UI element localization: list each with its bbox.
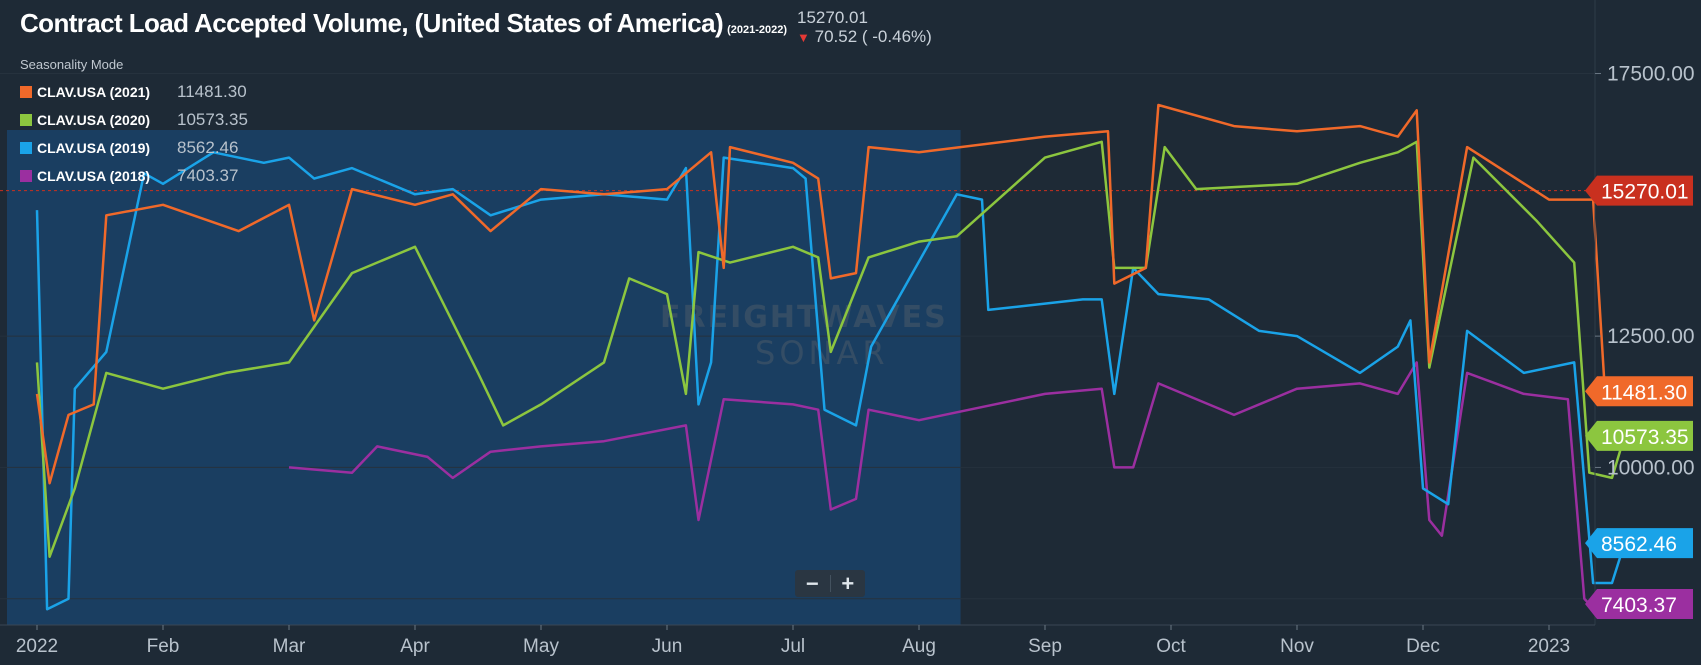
x-tick-label: May <box>523 636 559 657</box>
current-value-label: 15270.01 <box>1585 175 1693 206</box>
end-label-2018-text: 7403.37 <box>1601 594 1677 617</box>
end-label-2020-text: 10573.35 <box>1601 426 1689 449</box>
end-label-2020-bg <box>1585 420 1693 451</box>
zoom-out-button[interactable]: − <box>805 570 819 596</box>
series-line-2019[interactable] <box>35 151 1626 611</box>
legend-name: CLAV.USA (2018) <box>37 168 151 184</box>
legend: CLAV.USA (2021) 11481.30 CLAV.USA (2020)… <box>20 78 248 190</box>
years-range: (2021-2022) <box>727 24 788 36</box>
x-tick-label: Mar <box>273 636 306 657</box>
end-label-2020: 10573.35 <box>1585 420 1693 451</box>
last-value: 15270.01 <box>797 8 868 27</box>
x-tick-label: Nov <box>1280 636 1314 657</box>
end-label-2018: 7403.37 <box>1585 588 1693 619</box>
y-tick-label: 12500.00 <box>1607 325 1695 348</box>
zoom-controls: − + <box>795 570 865 597</box>
legend-item-2019[interactable]: CLAV.USA (2019) 8562.46 <box>20 134 248 162</box>
end-label-2021: 11481.30 <box>1585 376 1693 407</box>
down-arrow-icon: ▼ <box>797 30 810 45</box>
y-tick-label: 17500.00 <box>1607 63 1695 86</box>
x-tick-label: Dec <box>1406 636 1440 657</box>
x-tick-label: Jul <box>781 636 805 657</box>
end-label-2019-bg <box>1585 528 1693 559</box>
grid <box>0 73 1595 600</box>
chart-header: Contract Load Accepted Volume, (United S… <box>20 8 932 47</box>
x-tick-label: Feb <box>147 636 180 657</box>
legend-swatch-2020 <box>20 114 32 126</box>
series-line-2021[interactable] <box>35 103 1626 485</box>
x-tick-label: Jun <box>652 636 683 657</box>
x-tick-label: Oct <box>1156 636 1186 657</box>
seasonality-mode-label: Seasonality Mode <box>20 57 124 72</box>
change-text: 70.52 ( -0.46%) <box>814 27 932 46</box>
end-label-2018-bg <box>1585 588 1693 619</box>
legend-swatch-2019 <box>20 142 32 154</box>
last-value-block: 15270.01 ▼ 70.52 ( -0.46%) <box>797 8 932 47</box>
end-label-2019-text: 8562.46 <box>1601 533 1677 556</box>
zoom-in-button[interactable]: + <box>841 570 855 596</box>
legend-item-2018[interactable]: CLAV.USA (2018) 7403.37 <box>20 162 248 190</box>
end-label-2021-bg <box>1585 376 1693 407</box>
zoom-divider <box>829 575 831 592</box>
legend-item-2020[interactable]: CLAV.USA (2020) 10573.35 <box>20 106 248 134</box>
x-tick-label: 2023 <box>1528 636 1570 657</box>
watermark-freightwaves: FREIGHTWAVES <box>660 300 948 335</box>
legend-name: CLAV.USA (2021) <box>37 84 151 100</box>
chart-title: Contract Load Accepted Volume, (United S… <box>20 8 724 38</box>
y-tick-label: 10000.00 <box>1607 456 1695 479</box>
legend-name: CLAV.USA (2020) <box>37 112 151 128</box>
legend-swatch-2021 <box>20 86 32 98</box>
legend-swatch-2018 <box>20 170 32 182</box>
end-label-2021-text: 11481.30 <box>1601 381 1687 404</box>
legend-value: 8562.46 <box>177 138 239 157</box>
x-tick-label: 2022 <box>16 636 58 657</box>
legend-value: 7403.37 <box>177 166 239 185</box>
legend-item-2021[interactable]: CLAV.USA (2021) 11481.30 <box>20 78 248 106</box>
end-value-labels: 15270.01 11481.30 10573.35 8562.46 7403.37 <box>1585 175 1693 619</box>
legend-name: CLAV.USA (2019) <box>37 140 151 156</box>
shaded-band <box>7 130 961 625</box>
change-value: ▼ 70.52 ( -0.46%) <box>797 27 932 47</box>
x-tick-label: Apr <box>400 636 430 657</box>
end-label-2019: 8562.46 <box>1585 528 1693 559</box>
x-tick-label: Aug <box>902 636 936 657</box>
legend-value: 11481.30 <box>177 82 247 101</box>
current-value-label-bg <box>1585 175 1693 206</box>
legend-value: 10573.35 <box>177 110 248 129</box>
current-value-label-text: 15270.01 <box>1601 181 1689 204</box>
series-lines <box>35 103 1626 616</box>
x-tick-label: Sep <box>1028 636 1062 657</box>
x-axis: 2022 Feb Mar Apr May Jun Jul Aug Sep Oct Nov Dec 202… <box>0 624 1595 657</box>
series-line-2018[interactable] <box>288 361 1626 616</box>
